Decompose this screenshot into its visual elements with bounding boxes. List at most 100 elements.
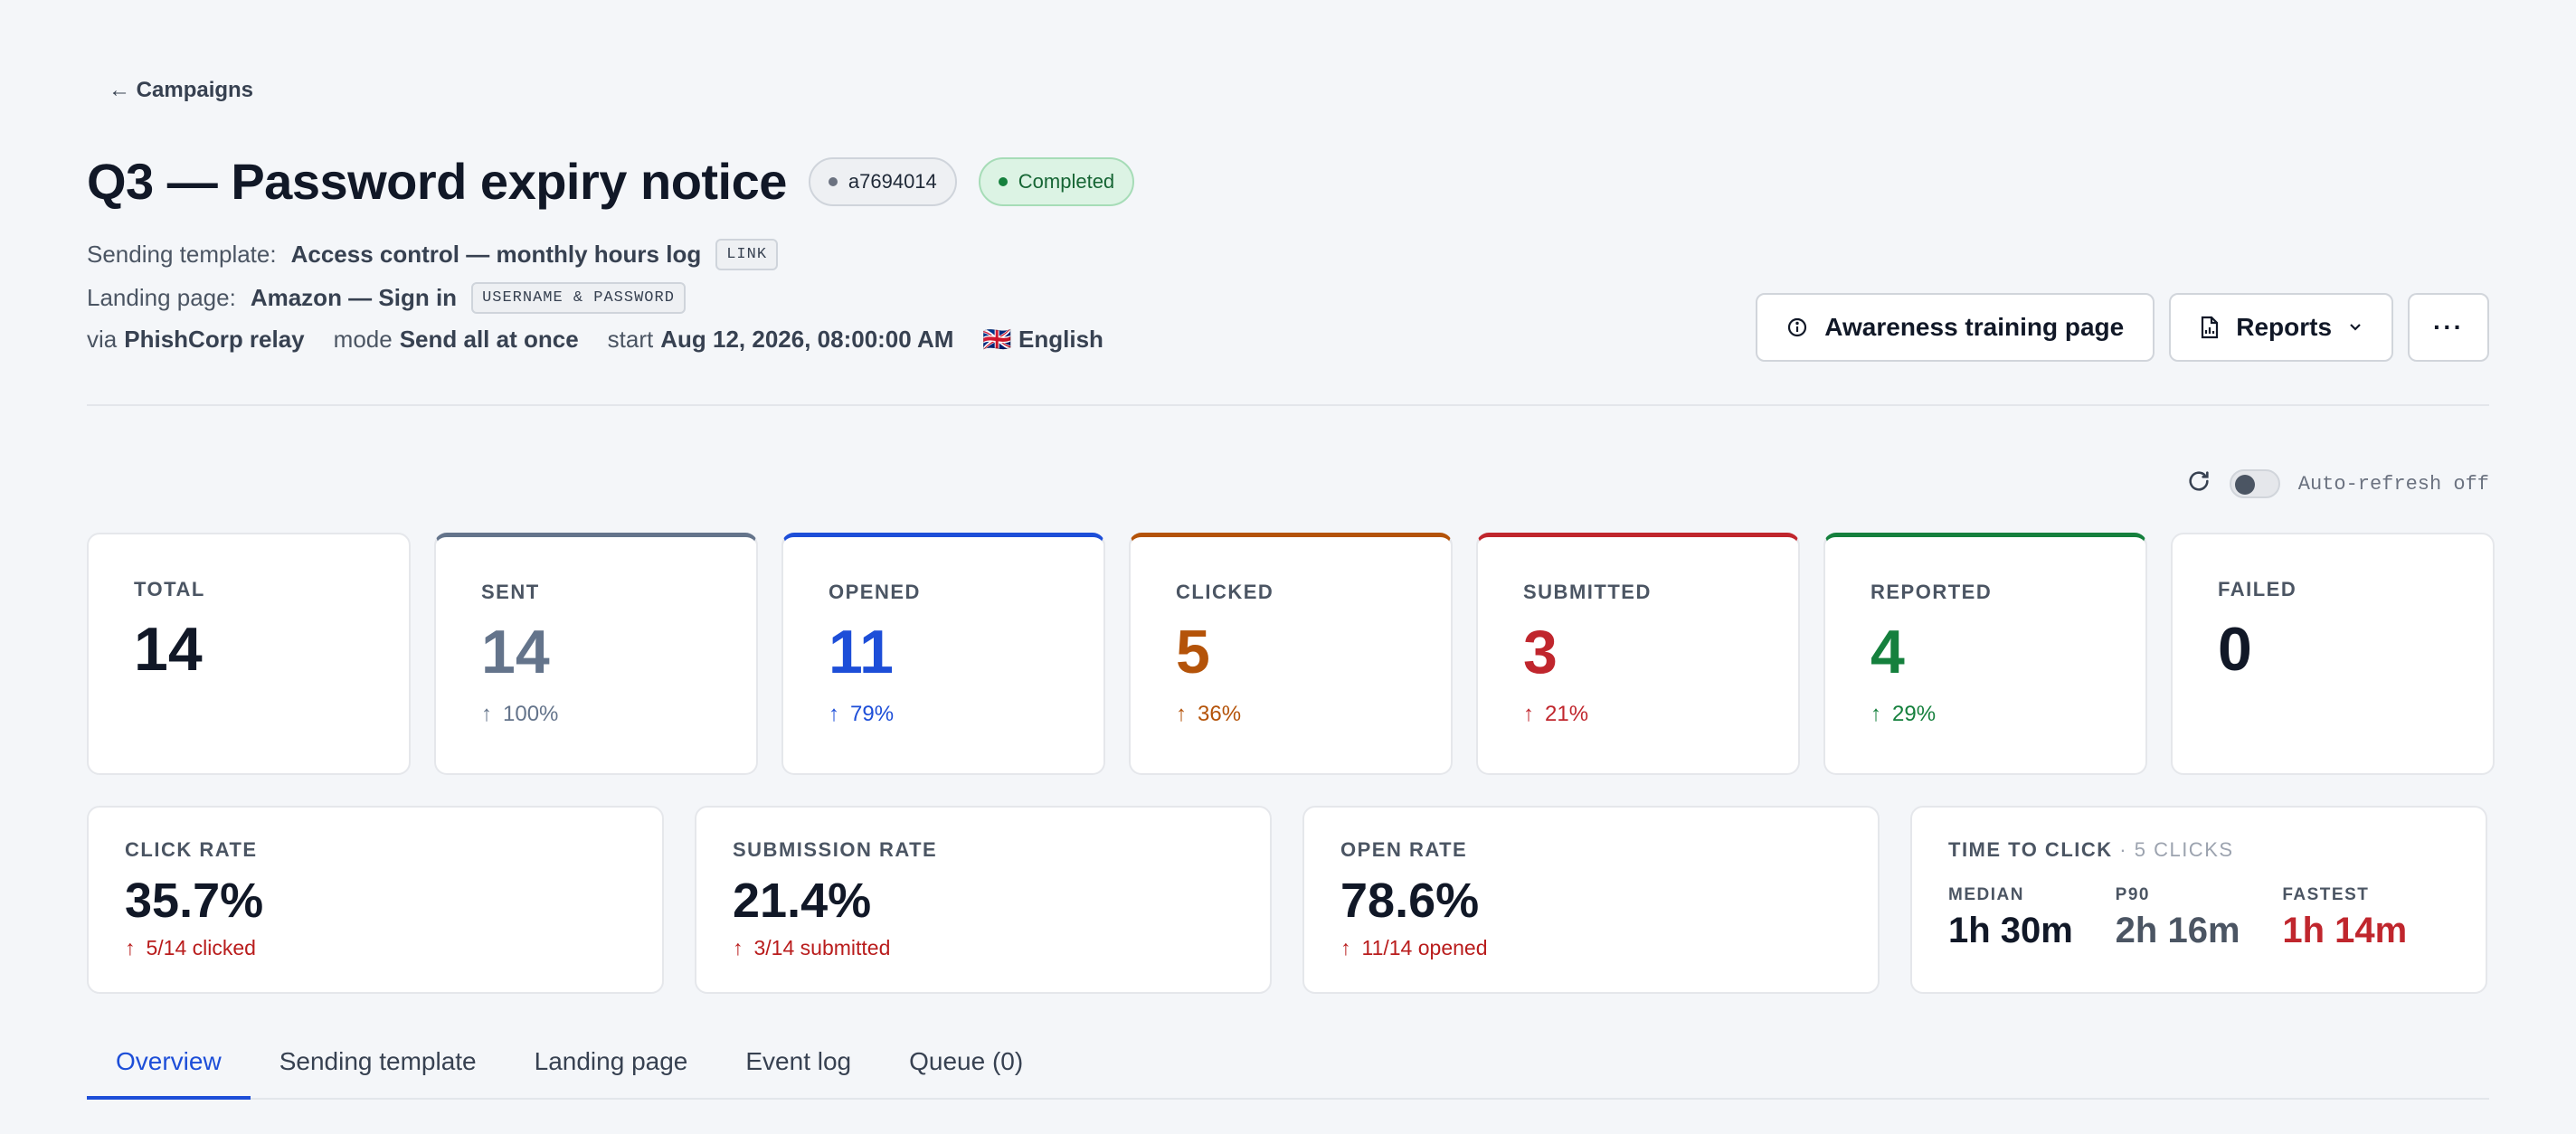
time-to-click-label: TIME TO CLICK · 5 CLICKS — [1948, 838, 2449, 862]
landing-page-row: Landing page: Amazon — Sign in USERNAME … — [87, 282, 686, 314]
auto-refresh-toggle[interactable] — [2229, 469, 2280, 498]
arrow-up-icon: ↑ — [1523, 702, 1534, 726]
stat-percent-value: 79% — [850, 702, 895, 726]
stat-card-sent: SENT 14 ↑ 100% — [434, 533, 758, 775]
tab-landing-page[interactable]: Landing page — [534, 1047, 688, 1075]
delivery-info-row: via PhishCorp relay mode Send all at onc… — [87, 326, 1103, 354]
rate-subtext: ↑ 3/14 submitted — [733, 936, 1234, 960]
reports-button[interactable]: Reports — [2169, 293, 2394, 362]
auto-refresh-label: Auto-refresh off — [2297, 472, 2489, 496]
rate-label: OPEN RATE — [1340, 838, 1468, 861]
stat-label: SENT — [481, 581, 540, 603]
via-group: via PhishCorp relay — [87, 326, 305, 354]
more-actions-button[interactable]: ··· — [2408, 293, 2489, 362]
document-icon — [2200, 316, 2220, 339]
rates-row: CLICK RATE 35.7% ↑ 5/14 clicked SUBMISSIO… — [87, 806, 2487, 994]
stat-percent: ↑ 21% — [1523, 702, 1753, 727]
header-actions: Awareness training page Reports ··· — [1756, 293, 2489, 362]
sending-template-row: Sending template: Access control — month… — [87, 239, 779, 270]
arrow-up-icon: ↑ — [733, 936, 743, 959]
stat-value: 14 — [481, 618, 550, 686]
template-type-tag: LINK — [715, 239, 779, 270]
stat-card-submitted: SUBMITTED 3 ↑ 21% — [1476, 533, 1800, 775]
landing-type-tag: USERNAME & PASSWORD — [471, 282, 686, 314]
stat-percent-value: 36% — [1198, 702, 1242, 726]
info-icon — [1786, 317, 1808, 338]
mode-label: mode — [333, 326, 393, 353]
fastest-value: 1h 14m — [2282, 911, 2408, 950]
stat-percent-value: 100% — [503, 702, 559, 726]
median-value: 1h 30m — [1948, 911, 2073, 950]
stat-value: 5 — [1176, 618, 1210, 686]
stat-value: 3 — [1523, 618, 1558, 686]
stat-percent-value: 29% — [1892, 702, 1937, 726]
landing-page-label: Landing page: — [87, 284, 236, 311]
rate-value: 21.4% — [733, 874, 872, 928]
sending-template-value[interactable]: Access control — monthly hours log — [290, 241, 702, 268]
rate-label: CLICK RATE — [125, 838, 258, 861]
stat-label: TOTAL — [134, 578, 205, 600]
tab-event-log[interactable]: Event log — [745, 1047, 852, 1075]
stat-label: OPENED — [829, 581, 921, 603]
campaign-id-text: a7694014 — [848, 169, 937, 193]
sending-template-label: Sending template: — [87, 241, 277, 268]
arrow-up-icon: ↑ — [1870, 702, 1881, 726]
p90-metric: P90 2h 16m — [2116, 885, 2283, 951]
click-rate-card: CLICK RATE 35.7% ↑ 5/14 clicked — [87, 806, 664, 994]
stat-label: SUBMITTED — [1523, 581, 1652, 603]
stat-percent: ↑ 36% — [1176, 702, 1406, 727]
submission-rate-card: SUBMISSION RATE 21.4% ↑ 3/14 submitted — [695, 806, 1272, 994]
back-to-campaigns-link[interactable]: ← Campaigns — [109, 78, 254, 102]
arrow-up-icon: ↑ — [1340, 936, 1351, 959]
status-badge: Completed — [978, 156, 1135, 206]
stat-value: 0 — [2218, 615, 2252, 684]
campaign-id-badge: a7694014 — [808, 156, 957, 206]
via-label: via — [87, 326, 118, 353]
header-divider — [87, 404, 2489, 406]
tab-queue[interactable]: Queue (0) — [909, 1047, 1024, 1075]
start-label: start — [607, 326, 654, 353]
status-dot-icon — [998, 176, 1008, 186]
chevron-down-icon — [2348, 323, 2363, 332]
stat-label: FAILED — [2218, 578, 2297, 600]
rate-subtext: ↑ 11/14 opened — [1340, 936, 1842, 960]
stat-label: REPORTED — [1870, 581, 1993, 603]
refresh-icon[interactable] — [2186, 468, 2211, 499]
title-row: Q3 — Password expiry notice a7694014 Com… — [87, 152, 1135, 211]
time-to-click-metrics: MEDIAN 1h 30m P90 2h 16m FASTEST 1h 14m — [1948, 885, 2449, 951]
arrow-up-icon: ↑ — [125, 936, 136, 959]
page-title: Q3 — Password expiry notice — [87, 153, 787, 210]
stats-row: TOTAL 14 SENT 14 ↑ 100% OPENED 11 ↑ 79% CL… — [87, 533, 2495, 775]
landing-page-value[interactable]: Amazon — Sign in — [250, 284, 458, 311]
auto-refresh-controls: Auto-refresh off — [2186, 468, 2489, 499]
click-count: · 5 CLICKS — [2119, 838, 2234, 861]
toggle-knob — [2234, 475, 2255, 495]
mode-value: Send all at once — [399, 326, 579, 353]
rate-subtext-value: 11/14 opened — [1361, 936, 1488, 959]
stat-card-failed: FAILED 0 — [2171, 533, 2495, 775]
stat-value: 4 — [1870, 618, 1905, 686]
mode-group: mode Send all at once — [334, 326, 579, 354]
stat-percent: ↑ 100% — [481, 702, 711, 727]
rate-subtext-value: 5/14 clicked — [146, 936, 256, 959]
stat-card-reported: REPORTED 4 ↑ 29% — [1823, 533, 2147, 775]
rate-value: 78.6% — [1340, 874, 1480, 928]
tab-sending-template[interactable]: Sending template — [279, 1047, 477, 1075]
tab-overview[interactable]: Overview — [87, 1033, 251, 1100]
rate-value: 35.7% — [125, 874, 264, 928]
awareness-training-label: Awareness training page — [1824, 313, 2125, 341]
open-rate-card: OPEN RATE 78.6% ↑ 11/14 opened — [1302, 806, 1880, 994]
more-icon: ··· — [2433, 313, 2464, 341]
status-text: Completed — [1018, 169, 1115, 193]
fastest-metric: FASTEST 1h 14m — [2282, 885, 2449, 951]
reports-label: Reports — [2236, 313, 2333, 341]
stat-value: 14 — [134, 615, 203, 684]
awareness-training-button[interactable]: Awareness training page — [1756, 293, 2155, 362]
time-to-click-title: TIME TO CLICK — [1948, 838, 2113, 861]
stat-card-opened: OPENED 11 ↑ 79% — [781, 533, 1105, 775]
stat-label: CLICKED — [1176, 581, 1274, 603]
rate-subtext-value: 3/14 submitted — [753, 936, 891, 959]
time-to-click-card: TIME TO CLICK · 5 CLICKS MEDIAN 1h 30m P… — [1910, 806, 2487, 994]
start-group: start Aug 12, 2026, 08:00:00 AM — [608, 326, 954, 354]
median-label: MEDIAN — [1948, 885, 2024, 904]
